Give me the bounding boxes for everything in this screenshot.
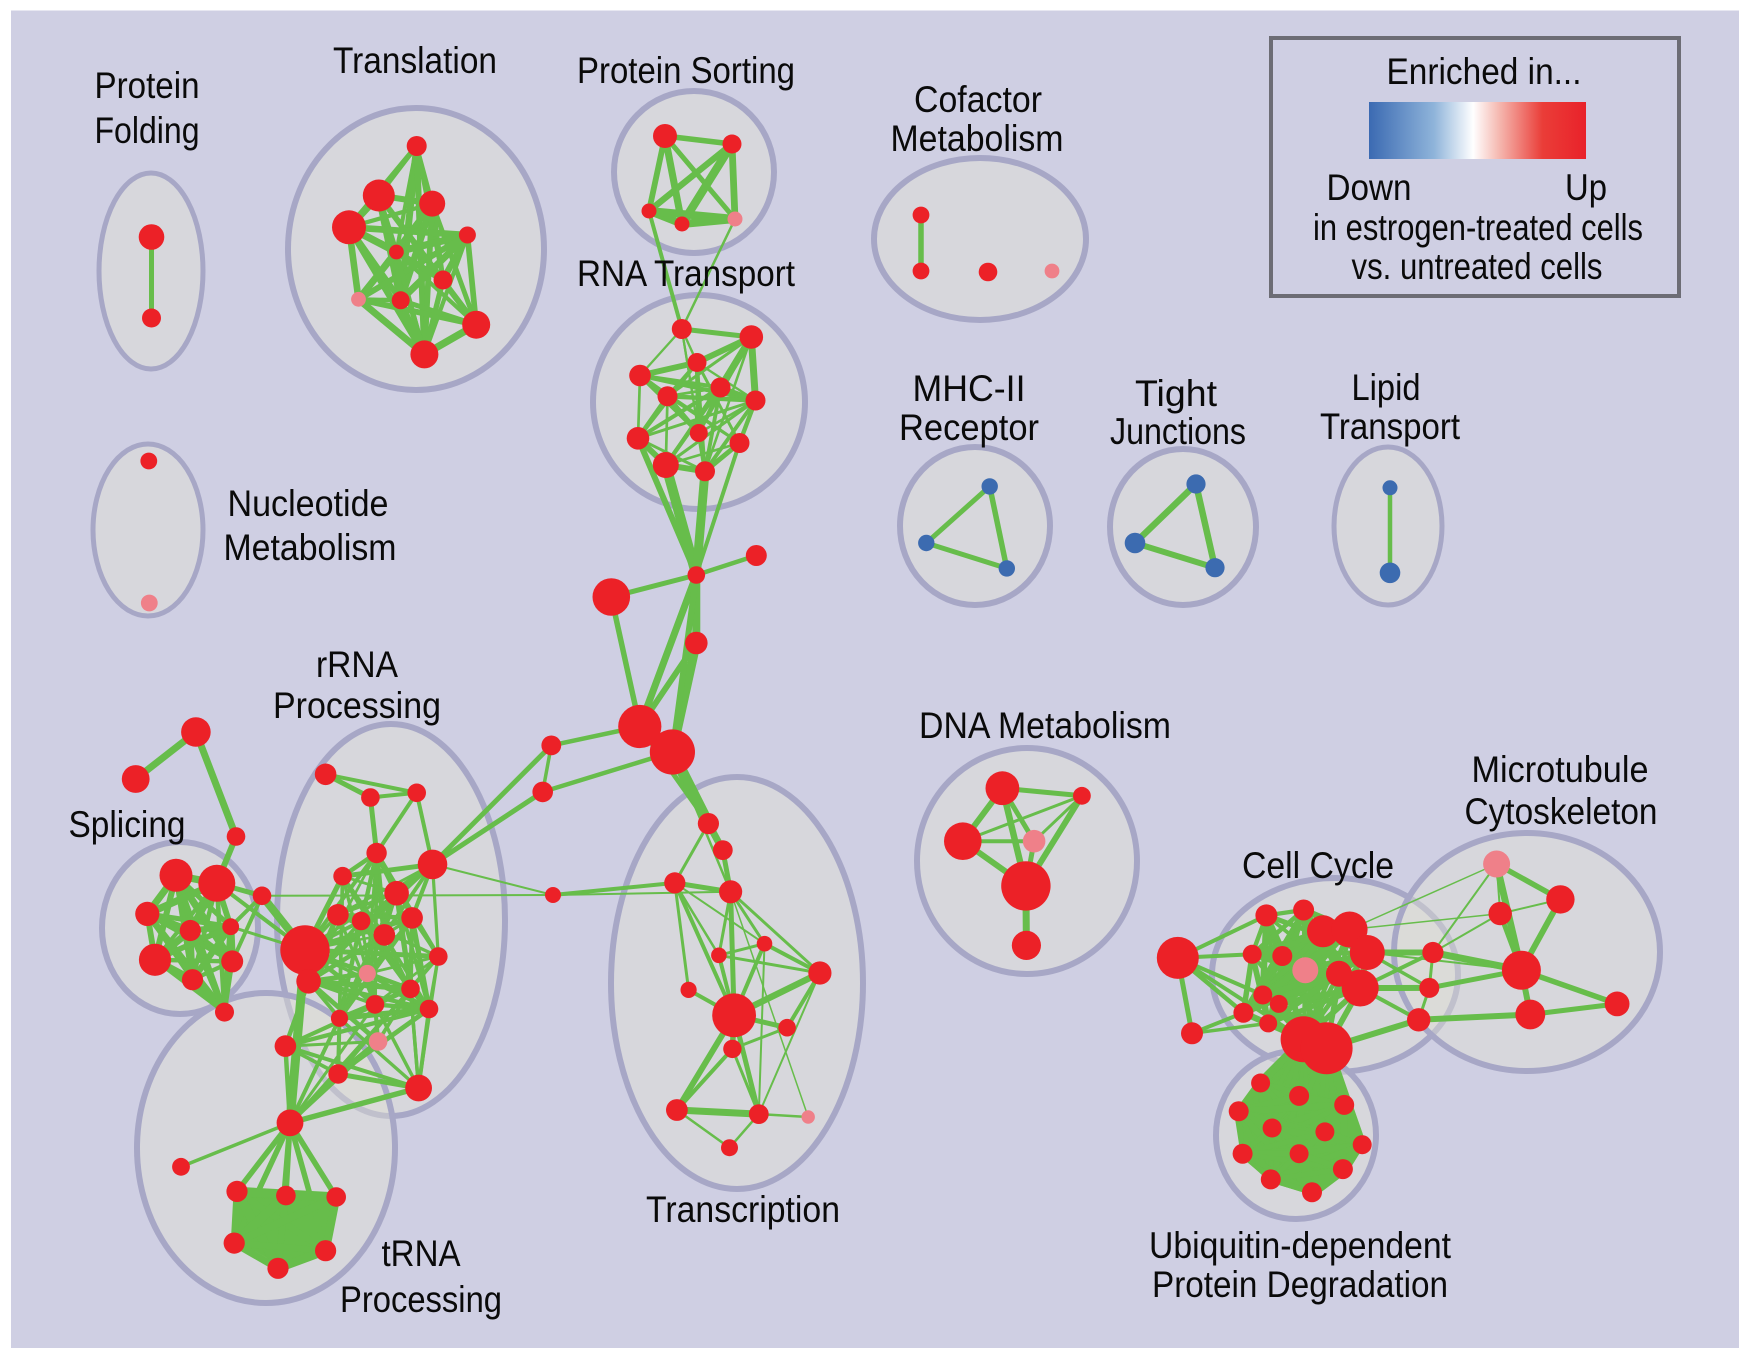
svg-text:Splicing: Splicing [69, 804, 186, 845]
svg-text:Up: Up [1565, 167, 1607, 208]
svg-text:Down: Down [1327, 167, 1412, 208]
svg-text:Folding: Folding [95, 110, 200, 151]
svg-text:in estrogen-treated cells: in estrogen-treated cells [1313, 207, 1643, 248]
svg-text:DNA Metabolism: DNA Metabolism [919, 705, 1171, 746]
svg-text:Cytoskeleton: Cytoskeleton [1465, 791, 1658, 832]
svg-text:Metabolism: Metabolism [224, 527, 397, 568]
svg-text:MHC-II: MHC-II [913, 368, 1026, 409]
svg-text:Protein Degradation: Protein Degradation [1152, 1264, 1448, 1305]
svg-text:Cofactor: Cofactor [914, 79, 1042, 120]
svg-text:Microtubule: Microtubule [1472, 749, 1649, 790]
svg-text:Cell Cycle: Cell Cycle [1242, 845, 1394, 886]
svg-text:Tight: Tight [1135, 373, 1218, 414]
svg-text:Protein Sorting: Protein Sorting [577, 50, 795, 91]
svg-text:Metabolism: Metabolism [891, 118, 1064, 159]
svg-text:Translation: Translation [333, 40, 497, 81]
svg-text:Transcription: Transcription [646, 1189, 840, 1230]
svg-text:Receptor: Receptor [899, 407, 1039, 448]
svg-text:Transport: Transport [1320, 406, 1461, 447]
svg-text:tRNA: tRNA [382, 1233, 461, 1274]
svg-text:Enriched in...: Enriched in... [1387, 51, 1582, 92]
svg-text:Processing: Processing [340, 1279, 502, 1320]
svg-text:RNA Transport: RNA Transport [577, 253, 796, 294]
svg-text:Lipid: Lipid [1352, 367, 1421, 408]
svg-text:vs. untreated cells: vs. untreated cells [1352, 246, 1603, 287]
svg-text:Ubiquitin-dependent: Ubiquitin-dependent [1149, 1225, 1452, 1266]
svg-text:Nucleotide: Nucleotide [228, 483, 389, 524]
svg-text:Junctions: Junctions [1110, 411, 1246, 452]
svg-text:Protein: Protein [95, 65, 200, 106]
svg-text:Processing: Processing [273, 685, 441, 726]
svg-text:rRNA: rRNA [316, 644, 398, 685]
